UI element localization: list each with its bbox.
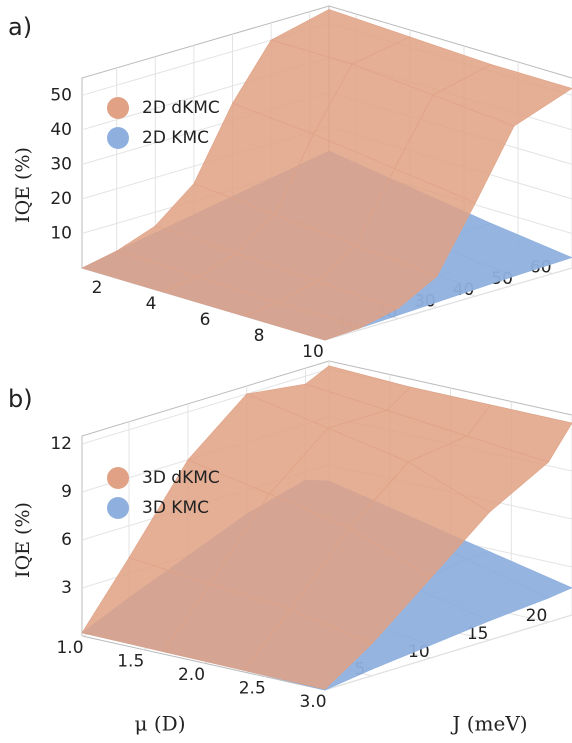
z-tick-label: 20	[50, 189, 72, 209]
x-tick-label: 3.0	[299, 692, 326, 712]
grid-line	[324, 78, 572, 341]
z-tick-label: 9	[61, 482, 72, 502]
z-axis-label: IQE (%)	[12, 147, 34, 223]
legend-label: 2D KMC	[142, 128, 209, 148]
surface-patch	[243, 609, 373, 690]
z-tick-label: 12	[50, 434, 72, 454]
z-tick-label: 10	[50, 223, 72, 243]
legend-marker	[107, 497, 129, 519]
z-axis-label: IQE (%)	[12, 502, 34, 578]
legend-marker	[107, 127, 129, 149]
y-tick-label: 20	[526, 606, 548, 626]
legend-label: 3D KMC	[142, 498, 209, 518]
z-tick-label: 3	[61, 578, 72, 598]
x-tick-label: 6	[200, 310, 211, 330]
z-tick-label: 30	[50, 154, 72, 174]
x-tick-label: 10	[302, 342, 324, 362]
x-tick-label: 8	[254, 326, 265, 346]
legend-marker	[107, 97, 129, 119]
surface-patch	[243, 302, 361, 341]
legend-label: 3D dKMC	[142, 468, 220, 488]
x-tick-label: 2	[92, 278, 103, 298]
z-tick-label: 40	[50, 120, 72, 140]
x-tick-label: 4	[146, 294, 157, 314]
x-axis-label: μ (D)	[135, 712, 186, 736]
x-tick-label: 2.5	[239, 679, 266, 699]
x-tick-label: 1.5	[117, 652, 144, 672]
x-tick-label: 1.0	[56, 638, 83, 658]
panel-label: b)	[8, 385, 33, 413]
y-tick-label: 15	[467, 624, 489, 644]
legend-label: 2D dKMC	[142, 98, 220, 118]
z-tick-label: 6	[61, 530, 72, 550]
grid-line	[324, 415, 572, 691]
y-axis-label: J (meV)	[450, 712, 527, 736]
z-tick-label: 50	[50, 85, 72, 105]
legend-marker	[107, 467, 129, 489]
x-tick-label: 2.0	[178, 665, 205, 685]
panel-label: a)	[8, 13, 32, 41]
